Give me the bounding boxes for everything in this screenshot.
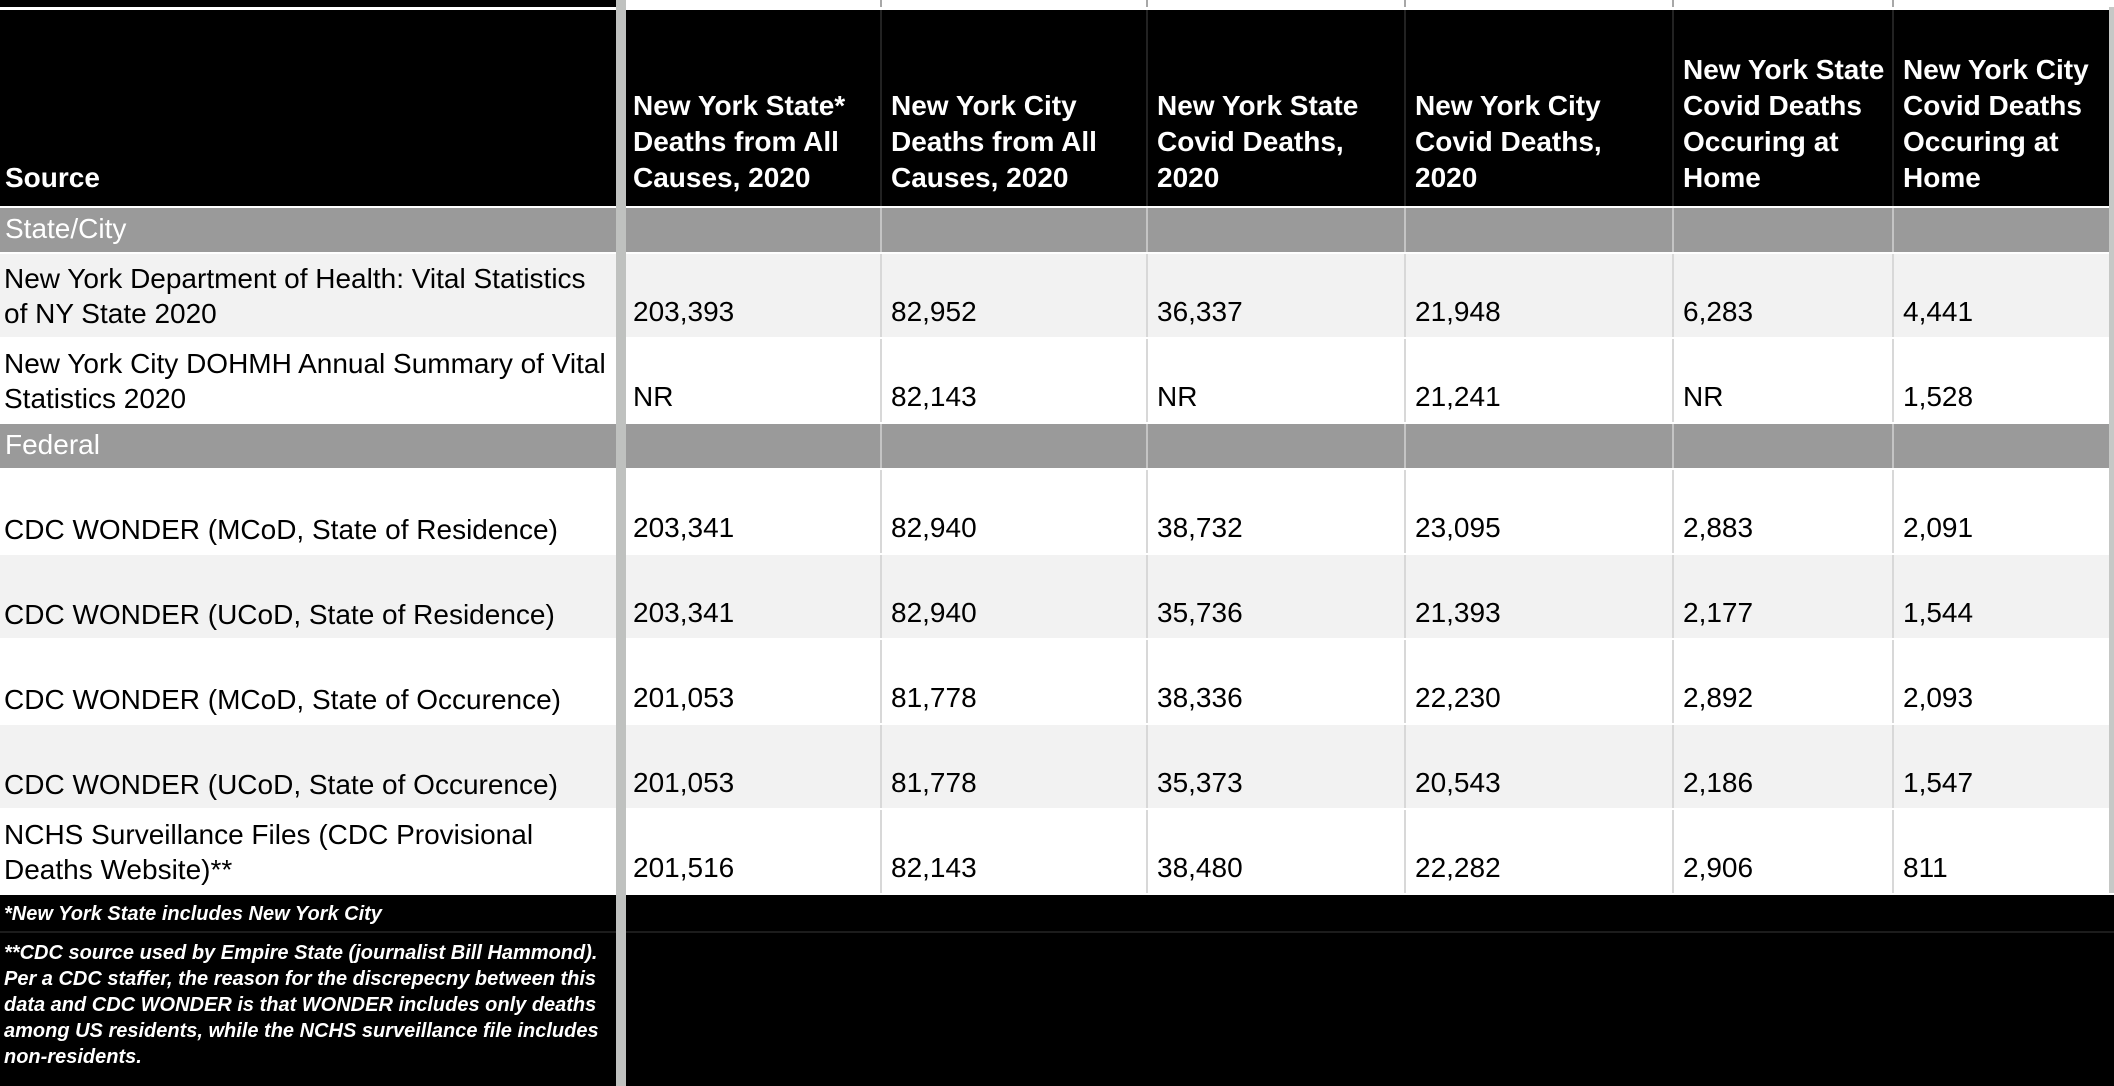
source-cell[interactable]: CDC WONDER (MCoD, State of Residence) [0, 470, 622, 553]
value-cell[interactable]: 203,393 [622, 254, 880, 337]
value-cell[interactable]: NR [1672, 339, 1892, 422]
table-body: State/City New York Department of Health:… [0, 208, 2114, 895]
source-cell[interactable]: NCHS Surveillance Files (CDC Provisional… [0, 810, 622, 893]
value-cell[interactable]: 1,544 [1892, 555, 2114, 638]
value-cell[interactable]: 81,778 [880, 640, 1146, 723]
table-footer: *New York State includes New York City *… [0, 895, 2114, 1086]
value-cell[interactable]: 23,095 [1404, 470, 1672, 553]
section-empty-cell[interactable] [1672, 424, 1892, 468]
footnote-nys-includes-nyc: *New York State includes New York City [0, 895, 2114, 933]
value-cell[interactable]: 38,480 [1146, 810, 1404, 893]
sliver-cell [880, 0, 1146, 7]
freeze-pane-divider[interactable] [616, 0, 626, 1086]
footnote-cdc-source: **CDC source used by Empire State (journ… [0, 933, 614, 1070]
table-row: CDC WONDER (MCoD, State of Residence) 203… [0, 470, 2114, 555]
value-cell[interactable]: 201,053 [622, 725, 880, 808]
header-cell[interactable]: New York City Covid Deaths, 2020 [1404, 10, 1672, 206]
sliver-cell [1404, 0, 1672, 7]
column-gridline-right [2109, 7, 2114, 893]
value-cell[interactable]: 1,547 [1892, 725, 2114, 808]
table-row: New York City DOHMH Annual Summary of Vi… [0, 339, 2114, 424]
value-cell[interactable]: 35,736 [1146, 555, 1404, 638]
table-row: CDC WONDER (MCoD, State of Occurence) 201… [0, 640, 2114, 725]
value-cell[interactable]: 38,336 [1146, 640, 1404, 723]
sliver-cell [1892, 0, 2114, 7]
value-cell[interactable]: 35,373 [1146, 725, 1404, 808]
value-cell[interactable]: 2,883 [1672, 470, 1892, 553]
section-empty-cell[interactable] [1404, 424, 1672, 468]
value-cell[interactable]: 201,053 [622, 640, 880, 723]
value-cell[interactable]: 2,906 [1672, 810, 1892, 893]
value-cell[interactable]: 21,948 [1404, 254, 1672, 337]
partial-row-above [0, 0, 2114, 10]
value-cell[interactable]: 2,892 [1672, 640, 1892, 723]
value-cell[interactable]: 4,441 [1892, 254, 2114, 337]
value-cell[interactable]: 82,940 [880, 470, 1146, 553]
value-cell[interactable]: 203,341 [622, 470, 880, 553]
value-cell[interactable]: 82,143 [880, 339, 1146, 422]
value-cell[interactable]: 2,093 [1892, 640, 2114, 723]
section-empty-cell[interactable] [1892, 424, 2114, 468]
section-empty-cell[interactable] [1672, 208, 1892, 252]
section-row: Federal [0, 424, 2114, 470]
value-cell[interactable]: 38,732 [1146, 470, 1404, 553]
section-empty-cell[interactable] [1146, 208, 1404, 252]
value-cell[interactable]: 20,543 [1404, 725, 1672, 808]
source-cell[interactable]: CDC WONDER (UCoD, State of Occurence) [0, 725, 622, 808]
header-cell[interactable]: New York State Covid Deaths Occuring at … [1672, 10, 1892, 206]
table-row: New York Department of Health: Vital Sta… [0, 254, 2114, 339]
section-empty-cell[interactable] [880, 208, 1146, 252]
header-cell[interactable]: New York State Covid Deaths, 2020 [1146, 10, 1404, 206]
source-cell[interactable]: New York Department of Health: Vital Sta… [0, 254, 622, 337]
value-cell[interactable]: 21,241 [1404, 339, 1672, 422]
value-cell[interactable]: NR [622, 339, 880, 422]
sliver-cell [0, 0, 622, 7]
source-cell[interactable]: CDC WONDER (MCoD, State of Occurence) [0, 640, 622, 723]
value-cell[interactable]: 22,282 [1404, 810, 1672, 893]
footnote-text: **CDC source used by Empire State (journ… [4, 942, 599, 1068]
section-empty-cell[interactable] [1892, 208, 2114, 252]
section-empty-cell[interactable] [622, 208, 880, 252]
value-cell[interactable]: 2,177 [1672, 555, 1892, 638]
section-empty-cell[interactable] [1146, 424, 1404, 468]
section-empty-cell[interactable] [1404, 208, 1672, 252]
value-cell[interactable]: 203,341 [622, 555, 880, 638]
sliver-cell [622, 0, 880, 7]
section-empty-cell[interactable] [880, 424, 1146, 468]
header-cell[interactable]: New York City Covid Deaths Occuring at H… [1892, 10, 2114, 206]
value-cell[interactable]: 2,091 [1892, 470, 2114, 553]
table-row: NCHS Surveillance Files (CDC Provisional… [0, 810, 2114, 895]
value-cell[interactable]: 82,952 [880, 254, 1146, 337]
header-cell[interactable]: New York City Deaths from All Causes, 20… [880, 10, 1146, 206]
header-cell[interactable]: New York State* Deaths from All Causes, … [622, 10, 880, 206]
value-cell[interactable]: 1,528 [1892, 339, 2114, 422]
section-label-cell[interactable]: State/City [0, 208, 622, 252]
value-cell[interactable]: 22,230 [1404, 640, 1672, 723]
value-cell[interactable]: 36,337 [1146, 254, 1404, 337]
section-label-cell[interactable]: Federal [0, 424, 622, 468]
value-cell[interactable]: 6,283 [1672, 254, 1892, 337]
header-cell[interactable]: Source [0, 10, 622, 206]
source-cell[interactable]: New York City DOHMH Annual Summary of Vi… [0, 339, 622, 422]
table-row: CDC WONDER (UCoD, State of Occurence) 201… [0, 725, 2114, 810]
table-row: CDC WONDER (UCoD, State of Residence) 203… [0, 555, 2114, 640]
section-empty-cell[interactable] [622, 424, 880, 468]
value-cell[interactable]: 811 [1892, 810, 2114, 893]
value-cell[interactable]: 81,778 [880, 725, 1146, 808]
sliver-cell [1146, 0, 1404, 7]
section-row: State/City [0, 208, 2114, 254]
value-cell[interactable]: 82,143 [880, 810, 1146, 893]
value-cell[interactable]: 201,516 [622, 810, 880, 893]
source-cell[interactable]: CDC WONDER (UCoD, State of Residence) [0, 555, 622, 638]
value-cell[interactable]: 82,940 [880, 555, 1146, 638]
value-cell[interactable]: 2,186 [1672, 725, 1892, 808]
footnote-text: *New York State includes New York City [4, 902, 382, 925]
table-header-row: Source New York State* Deaths from All Ca… [0, 10, 2114, 208]
value-cell[interactable]: NR [1146, 339, 1404, 422]
sliver-cell [1672, 0, 1892, 7]
value-cell[interactable]: 21,393 [1404, 555, 1672, 638]
